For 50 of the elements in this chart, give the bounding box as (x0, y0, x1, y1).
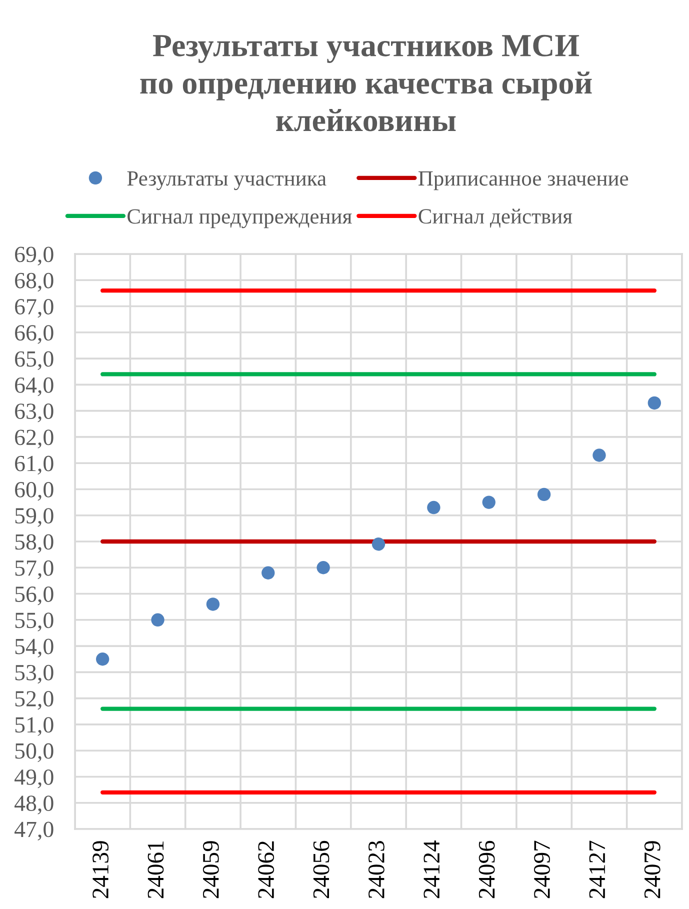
x-tick-label: 24062 (258, 841, 274, 898)
y-tick-label: 59,0 (15, 508, 54, 527)
point (96, 652, 110, 666)
point (206, 598, 220, 611)
y-tick-label: 55,0 (15, 612, 54, 632)
x-tick-label: 24059 (202, 841, 219, 898)
x-tick-label: 24096 (478, 840, 495, 898)
y-tick-label: 65,0 (15, 351, 54, 370)
legend-label: Сигнал действия (418, 208, 572, 228)
point (151, 613, 164, 627)
y-tick-label: 68,0 (15, 272, 54, 292)
x-tick-label: 24056 (313, 840, 330, 898)
y-tick-label: 64,0 (15, 377, 54, 396)
y-tick-label: 52,0 (15, 691, 54, 710)
y-tick-label: 56,0 (15, 586, 54, 606)
y-tick-label: 47,0 (14, 822, 54, 840)
point (648, 396, 662, 410)
y-tick-label: 49,0 (14, 769, 54, 788)
x-tick-label: 24023 (368, 841, 384, 898)
point (316, 561, 330, 574)
y-tick-label: 69,0 (15, 246, 54, 266)
y-tick-label: 51,0 (15, 717, 54, 736)
legend-label: Приписанное значение (418, 171, 628, 190)
x-tick-label: 24097 (534, 840, 550, 898)
x-tick-label: 24061 (148, 842, 164, 898)
x-tick-label: 24139 (92, 841, 108, 898)
y-tick-label: 50,0 (15, 743, 54, 762)
y-tick-label: 60,0 (15, 482, 54, 501)
x-tick-label: 24124 (424, 840, 440, 898)
y-tick-label: 54,0 (15, 638, 54, 658)
y-tick-label: 48,0 (14, 796, 54, 814)
chart-title: Результаты участников МСИ по опредлению качества сырой клейковины (140, 34, 592, 132)
legend-label: Результаты участника (127, 171, 326, 190)
x-tick-label: 24079 (644, 841, 660, 898)
point (262, 566, 275, 580)
x-tick-label: 24127 (589, 840, 605, 898)
y-tick-label: 58,0 (15, 534, 54, 553)
y-tick-label: 63,0 (15, 404, 54, 422)
point (537, 488, 551, 502)
point (592, 448, 606, 462)
y-tick-label: 66,0 (15, 325, 54, 344)
legend-label: Сигнал предупреждения (128, 209, 352, 228)
point (372, 538, 386, 551)
y-tick-label: 53,0 (15, 664, 54, 684)
y-tick-label: 67,0 (15, 298, 54, 318)
y-tick-label: 61,0 (15, 456, 54, 475)
point (482, 496, 496, 509)
point (427, 500, 440, 514)
y-tick-label: 57,0 (15, 560, 54, 580)
y-tick-label: 62,0 (15, 430, 54, 448)
